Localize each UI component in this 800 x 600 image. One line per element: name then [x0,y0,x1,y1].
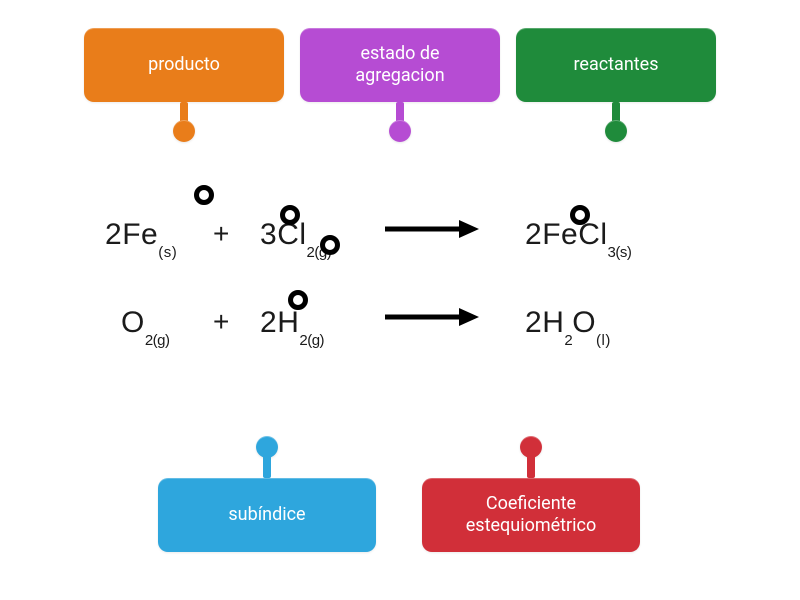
label-subindice-text: subíndice [228,504,305,526]
label-producto-ball [173,120,195,142]
label-reactantes-text: reactantes [573,54,658,76]
drop-target-marker[interactable] [288,290,308,310]
eq2-p-sub: (l) [596,332,611,349]
equation-row-1: 2Fe(s) + 3Cl2(g) 2FeCl3(s) [105,200,695,280]
eq2-r2-coef: 2 [260,306,277,339]
label-estado-ball [389,120,411,142]
eq2-p-mid: 2 [564,332,572,349]
eq1-r1-elem: Fe [122,218,158,251]
eq2-r1-sub: 2(g) [145,332,170,349]
eq1-reactant-1: 2Fe(s) [105,218,177,255]
label-producto[interactable]: producto [84,28,284,102]
eq2-arrow-icon [383,302,479,332]
eq1-p-coef: 2 [525,218,542,251]
label-coef[interactable]: Coeficiente estequiométrico [422,478,640,552]
label-estado-text: estado de agregacion [355,43,444,86]
eq1-arrow-icon [383,214,479,244]
eq2-r1-elem: O [121,306,145,339]
eq2-p-elem: H [542,306,564,339]
eq2-p-coef: 2 [525,306,542,339]
equation-row-2: O2(g) + 2H2(g) 2H2O(l) [105,288,695,368]
eq2-reactant-2: 2H2(g) [260,306,324,343]
eq1-r1-sub: (s) [158,244,177,261]
eq2-reactant-1: O2(g) [121,306,170,343]
equation-diagram: 2Fe(s) + 3Cl2(g) 2FeCl3(s) O2(g) + 2H2(g… [105,200,695,368]
label-coef-text: Coeficiente estequiométrico [466,493,596,536]
drop-target-marker[interactable] [280,205,300,225]
eq2-p-elem2: O [572,306,596,339]
eq2-r2-elem: H [277,306,299,339]
label-subindice-pin [263,454,271,478]
label-subindice[interactable]: subíndice [158,478,376,552]
eq1-plus: + [213,218,230,250]
eq2-r2-sub: 2(g) [299,332,324,349]
label-reactantes-ball [605,120,627,142]
eq2-plus: + [213,306,230,338]
drop-target-marker[interactable] [320,235,340,255]
eq2-product: 2H2O(l) [525,306,611,343]
eq1-p-sub: 3(s) [608,244,632,261]
drop-target-marker[interactable] [570,205,590,225]
label-producto-text: producto [148,54,220,76]
drop-target-marker[interactable] [194,185,214,205]
eq1-r1-coef: 2 [105,218,122,251]
label-reactantes[interactable]: reactantes [516,28,716,102]
label-coef-pin [527,454,535,478]
eq1-r2-coef: 3 [260,218,277,251]
label-estado[interactable]: estado de agregacion [300,28,500,102]
